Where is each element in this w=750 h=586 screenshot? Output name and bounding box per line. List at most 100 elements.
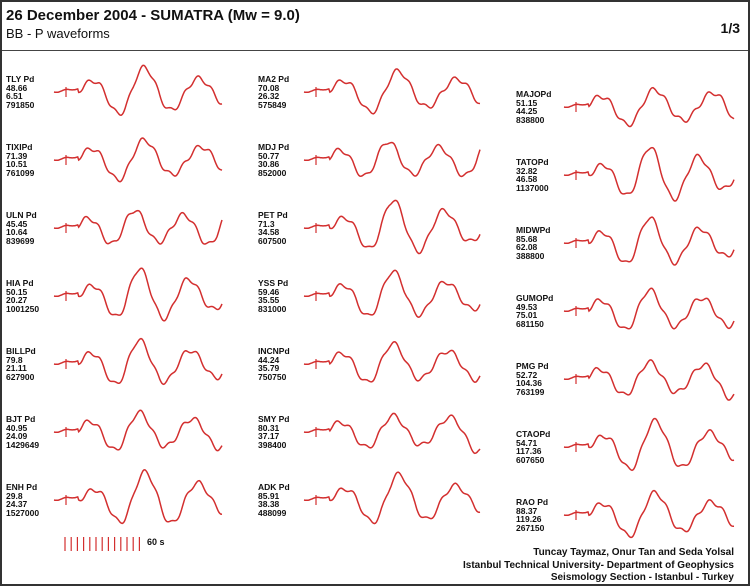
time-scale-label: 60 s [147, 537, 165, 547]
station-value: 38.38 [258, 499, 280, 509]
station-value: 20.27 [6, 295, 28, 305]
station-value: 29.8 [6, 490, 23, 501]
station-value: 839699 [6, 235, 35, 246]
station-value: 627900 [6, 371, 35, 382]
credit-section: Seismology Section - Istanbul - Turkey [550, 572, 734, 583]
seismogram-trace [53, 64, 223, 116]
station-label: INCNPd 44.24 35.79 750750 [258, 347, 290, 381]
station-value: 50.15 [6, 286, 28, 297]
seismogram-trace [53, 267, 223, 322]
station-value: 32.82 [516, 165, 538, 176]
figure-title: 26 December 2004 - SUMATRA (Mw = 9.0) [6, 7, 300, 24]
station-value: 40.95 [6, 422, 28, 433]
station-label: TATOPd 32.82 46.58 1137000 [516, 158, 549, 192]
station-name: YSS Pd [258, 278, 289, 288]
station-value: 21.11 [6, 363, 27, 373]
seismogram-trace [53, 137, 223, 183]
station-name: TATOPd [516, 157, 549, 167]
station-value: 763199 [516, 386, 545, 397]
seismogram-trace [563, 146, 735, 202]
station-value: 26.32 [258, 91, 280, 101]
station-value: 34.58 [258, 227, 280, 237]
station-label: ENH Pd 29.8 24.37 1527000 [6, 483, 39, 517]
station-value: 79.8 [6, 354, 23, 365]
credit-institution: Istanbul Technical University- Departmen… [463, 559, 734, 571]
seismogram-trace [303, 471, 481, 525]
station-value: 59.46 [258, 286, 280, 297]
station-label: HIA Pd 50.15 20.27 1001250 [6, 279, 39, 313]
station-value: 71.39 [6, 150, 28, 161]
station-value: 44.24 [258, 354, 280, 365]
station-label: TIXIPd 71.39 10.51 761099 [6, 143, 34, 177]
seismogram-trace [563, 489, 735, 539]
station-name: MA2 Pd [258, 74, 290, 84]
station-value: 51.15 [516, 97, 538, 108]
station-label: MIDWPd 85.68 62.08 388800 [516, 226, 550, 260]
station-value: 35.55 [258, 295, 280, 305]
station-name: PMG Pd [516, 361, 549, 371]
station-value: 35.79 [258, 363, 280, 373]
station-name: MDJ Pd [258, 142, 290, 152]
station-name: INCNPd [258, 346, 290, 356]
station-label: MDJ Pd 50.77 30.86 852000 [258, 143, 289, 177]
station-value: 85.68 [516, 233, 538, 244]
station-value: 10.51 [6, 159, 28, 169]
station-value: 85.91 [258, 490, 280, 501]
station-value: 1429649 [6, 439, 40, 450]
station-value: 44.25 [516, 106, 538, 116]
seismogram-trace [563, 359, 735, 401]
station-value: 45.45 [6, 218, 28, 229]
seismogram-trace [563, 417, 735, 472]
station-label: BILLPd 79.8 21.11 627900 [6, 347, 36, 381]
station-value: 80.31 [258, 422, 280, 433]
seismogram-trace [303, 412, 481, 455]
station-name: CTAOPd [516, 429, 551, 439]
station-value: 750750 [258, 371, 287, 382]
station-value: 48.66 [6, 82, 28, 93]
station-value: 37.17 [258, 431, 280, 441]
station-value: 575849 [258, 99, 287, 110]
seismogram-trace [53, 337, 223, 386]
station-label: MA2 Pd 70.08 26.32 575849 [258, 75, 289, 109]
station-value: 681150 [516, 318, 544, 329]
station-value: 791850 [6, 99, 35, 110]
station-value: 1137000 [516, 182, 549, 193]
station-label: GUMOPd 49.53 75.01 681150 [516, 294, 553, 328]
seismogram-trace [303, 141, 481, 178]
station-label: RAO Pd 88.37 119.26 267150 [516, 498, 548, 532]
seismogram-trace [563, 86, 735, 128]
station-value: 388800 [516, 250, 545, 261]
seismogram-trace [303, 269, 481, 318]
station-value: 1001250 [6, 303, 40, 314]
station-value: 46.58 [516, 174, 538, 184]
station-name: ADK Pd [258, 482, 290, 492]
seismogram-trace [303, 341, 481, 383]
seismogram-trace [53, 409, 223, 452]
station-value: 75.01 [516, 310, 538, 320]
station-value: 267150 [516, 522, 545, 533]
station-name: ULN Pd [6, 210, 37, 220]
station-label: ADK Pd 85.91 38.38 488099 [258, 483, 290, 517]
station-value: 117.36 [516, 446, 542, 456]
station-value: 119.26 [516, 514, 542, 524]
station-name: RAO Pd [516, 497, 549, 507]
seismogram-trace [303, 68, 481, 115]
station-label: TLY Pd 48.66 6.51 791850 [6, 75, 34, 109]
station-value: 24.37 [6, 499, 28, 509]
station-value: 52.72 [516, 369, 538, 380]
credit-authors: Tuncay Taymaz, Onur Tan and Seda Yolsal [533, 547, 734, 558]
station-label: ULN Pd 45.45 10.64 839699 [6, 211, 37, 245]
station-value: 24.09 [6, 431, 28, 441]
station-value: 49.53 [516, 301, 538, 312]
seismogram-trace [303, 199, 481, 255]
station-value: 398400 [258, 439, 287, 450]
seismogram-trace [563, 287, 735, 330]
station-label: PMG Pd 52.72 104.36 763199 [516, 362, 549, 396]
station-value: 761099 [6, 167, 35, 178]
station-value: 54.71 [516, 437, 538, 448]
station-label: CTAOPd 54.71 117.36 607650 [516, 430, 550, 464]
station-value: 70.08 [258, 82, 280, 93]
station-name: ENH Pd [6, 482, 38, 492]
